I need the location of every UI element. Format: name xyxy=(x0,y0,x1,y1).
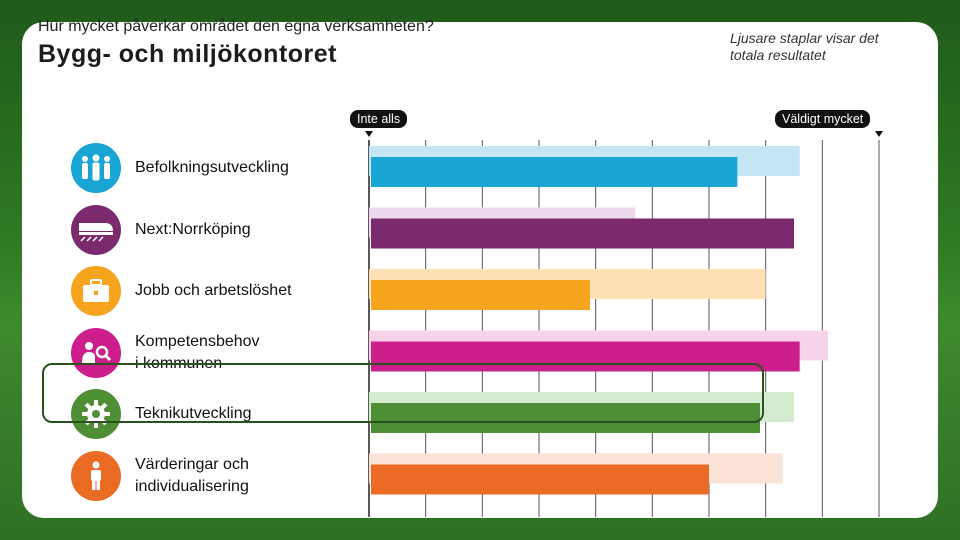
scale-min-pointer xyxy=(365,131,373,137)
category-icon-circle xyxy=(71,389,121,439)
category-label: Teknikutveckling xyxy=(135,405,252,422)
bar-department xyxy=(371,341,800,372)
category-icon-circle xyxy=(71,143,121,193)
bar-department xyxy=(371,403,760,433)
category-label: Next:Norrköping xyxy=(135,220,251,238)
survey-question: Hur mycket påverkar området den egna ver… xyxy=(38,18,434,35)
bar-department xyxy=(371,157,738,187)
legend-note: Ljusare staplar visar det totala resulta… xyxy=(730,30,879,63)
scale-max-label: Väldigt mycket xyxy=(775,110,871,128)
scale-max-pointer xyxy=(875,131,883,137)
category-label: Värderingar och individualisering xyxy=(135,455,249,495)
briefcase-icon xyxy=(81,278,111,304)
bar-department xyxy=(371,464,709,495)
category-icon-circle xyxy=(71,204,121,255)
category-icon-circle xyxy=(71,327,121,378)
train-icon xyxy=(77,217,115,243)
person-icon xyxy=(86,461,106,491)
category-label: Jobb och arbetslöshet xyxy=(135,282,292,299)
bar-department xyxy=(371,280,590,310)
people-icon xyxy=(79,153,113,183)
page-title: Bygg- och miljökontoret xyxy=(38,40,337,68)
bar-department xyxy=(371,218,794,249)
category-icon-circle xyxy=(71,266,121,316)
category-label: Befolkningsutveckling xyxy=(135,159,289,176)
category-icon-circle xyxy=(71,450,121,501)
person-search-icon xyxy=(80,339,112,367)
scale-min-label: Inte alls xyxy=(350,110,408,128)
highlight-box xyxy=(42,363,764,423)
